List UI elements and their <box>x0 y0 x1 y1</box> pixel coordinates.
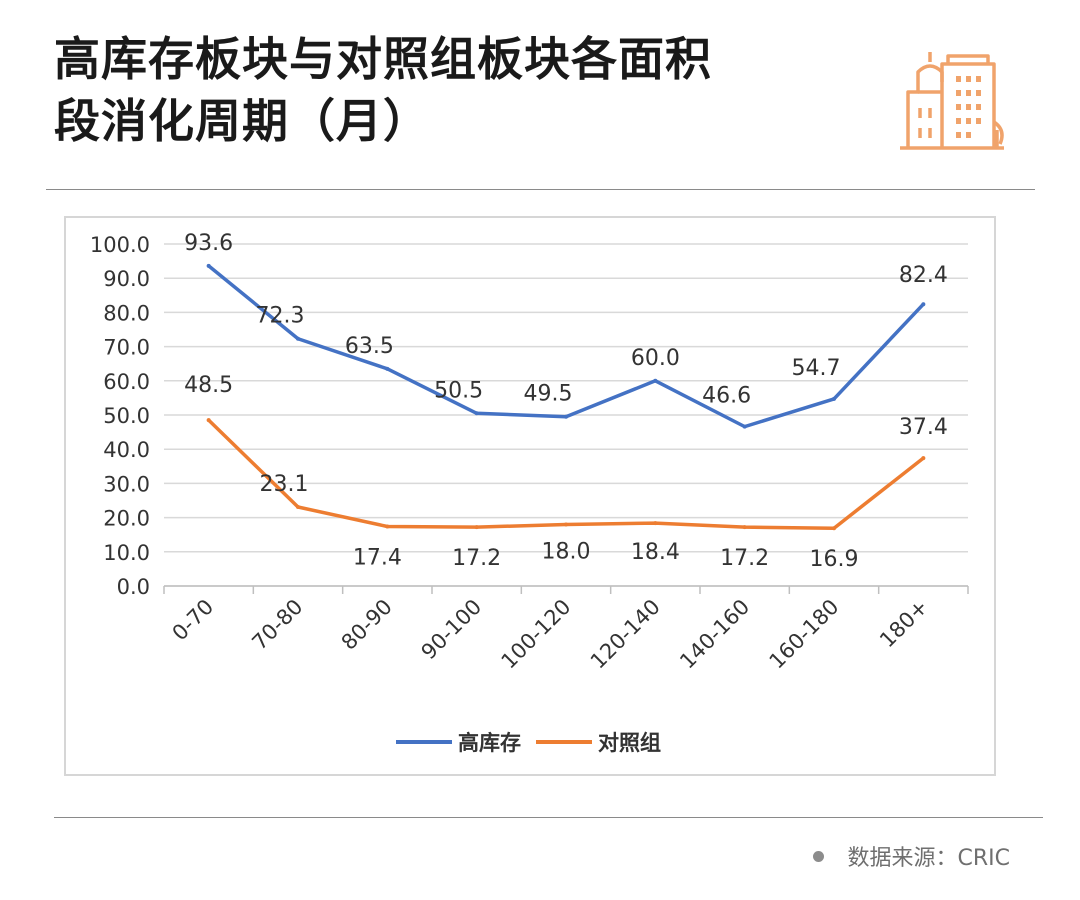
y-tick-label: 90.0 <box>103 267 150 291</box>
x-tick-label: 120-140 <box>586 595 665 674</box>
data-point <box>742 525 747 530</box>
data-point <box>474 525 479 530</box>
data-label: 72.3 <box>256 304 305 329</box>
y-tick-label: 100.0 <box>90 233 150 257</box>
data-point <box>742 424 747 429</box>
data-label: 18.4 <box>631 540 680 565</box>
data-label: 18.0 <box>542 539 591 564</box>
x-tick-label: 140-160 <box>675 595 754 674</box>
x-tick-label: 100-120 <box>497 595 576 674</box>
data-label: 48.5 <box>184 373 233 398</box>
data-label: 37.4 <box>899 415 948 440</box>
y-tick-label: 10.0 <box>103 541 150 565</box>
y-tick-label: 70.0 <box>103 336 150 360</box>
title-line-2: 段消化周期（月） <box>54 94 430 148</box>
data-label: 16.9 <box>810 547 859 572</box>
header-divider <box>46 189 1035 190</box>
data-point <box>206 263 211 268</box>
data-point <box>564 414 568 419</box>
y-tick-label: 40.0 <box>103 438 150 462</box>
data-label: 50.5 <box>434 378 483 403</box>
data-label: 17.2 <box>720 546 769 571</box>
chart-frame: 0.0 10.0 20.0 30.0 40.0 50.0 60.0 70.0 80.0 90.0 1… <box>64 216 996 776</box>
data-point <box>385 524 390 529</box>
data-point <box>653 521 658 526</box>
source-note: 数据来源：CRIC <box>812 840 1011 872</box>
data-point <box>832 396 836 401</box>
bullet-dot-icon <box>812 850 824 862</box>
title-line-1: 高库存板块与对照组板块各面积 <box>54 32 712 86</box>
source-label: 数据来源：CRIC <box>847 846 1011 871</box>
data-point <box>921 456 926 461</box>
x-tick-label: 180+ <box>875 595 933 653</box>
page-title: 高库存板块与对照组板块各面积 段消化周期（月） <box>54 28 854 152</box>
y-tick-label: 20.0 <box>103 507 150 531</box>
data-label: 63.5 <box>345 334 394 359</box>
data-point <box>564 522 568 527</box>
data-point <box>296 336 300 341</box>
y-tick-label: 30.0 <box>103 472 150 496</box>
x-tick-label: 90-100 <box>417 595 487 665</box>
data-label: 49.5 <box>524 382 573 407</box>
data-label: 46.6 <box>702 384 751 409</box>
data-label: 17.4 <box>353 545 402 570</box>
data-point <box>921 302 926 307</box>
x-tick-label: 80-90 <box>337 595 397 655</box>
footer-divider <box>54 817 1043 818</box>
data-point <box>206 418 211 423</box>
data-label: 93.6 <box>184 231 233 256</box>
y-tick-label: 50.0 <box>103 404 150 428</box>
legend-label-2: 对照组 <box>598 731 661 755</box>
data-point <box>385 366 390 371</box>
line-chart: 0.0 10.0 20.0 30.0 40.0 50.0 60.0 70.0 80.0 90.0 1… <box>90 231 969 755</box>
data-label: 82.4 <box>899 263 948 288</box>
y-tick-label: 0.0 <box>117 575 150 599</box>
x-tick-label: 0-70 <box>168 595 219 646</box>
series-line-2 <box>206 418 926 530</box>
data-label: 60.0 <box>631 346 680 371</box>
x-tick-label: 160-180 <box>765 595 844 674</box>
x-tick-label: 70-80 <box>247 595 307 655</box>
data-label: 23.1 <box>260 472 309 497</box>
data-point <box>832 526 836 531</box>
data-point <box>296 504 300 509</box>
city-buildings-icon <box>896 42 1008 154</box>
data-point <box>653 378 658 383</box>
data-point <box>474 411 479 416</box>
data-label: 54.7 <box>792 356 841 381</box>
data-label: 17.2 <box>452 546 501 571</box>
y-tick-label: 60.0 <box>103 370 150 394</box>
legend-label-1: 高库存 <box>458 731 521 755</box>
y-tick-label: 80.0 <box>103 301 150 325</box>
